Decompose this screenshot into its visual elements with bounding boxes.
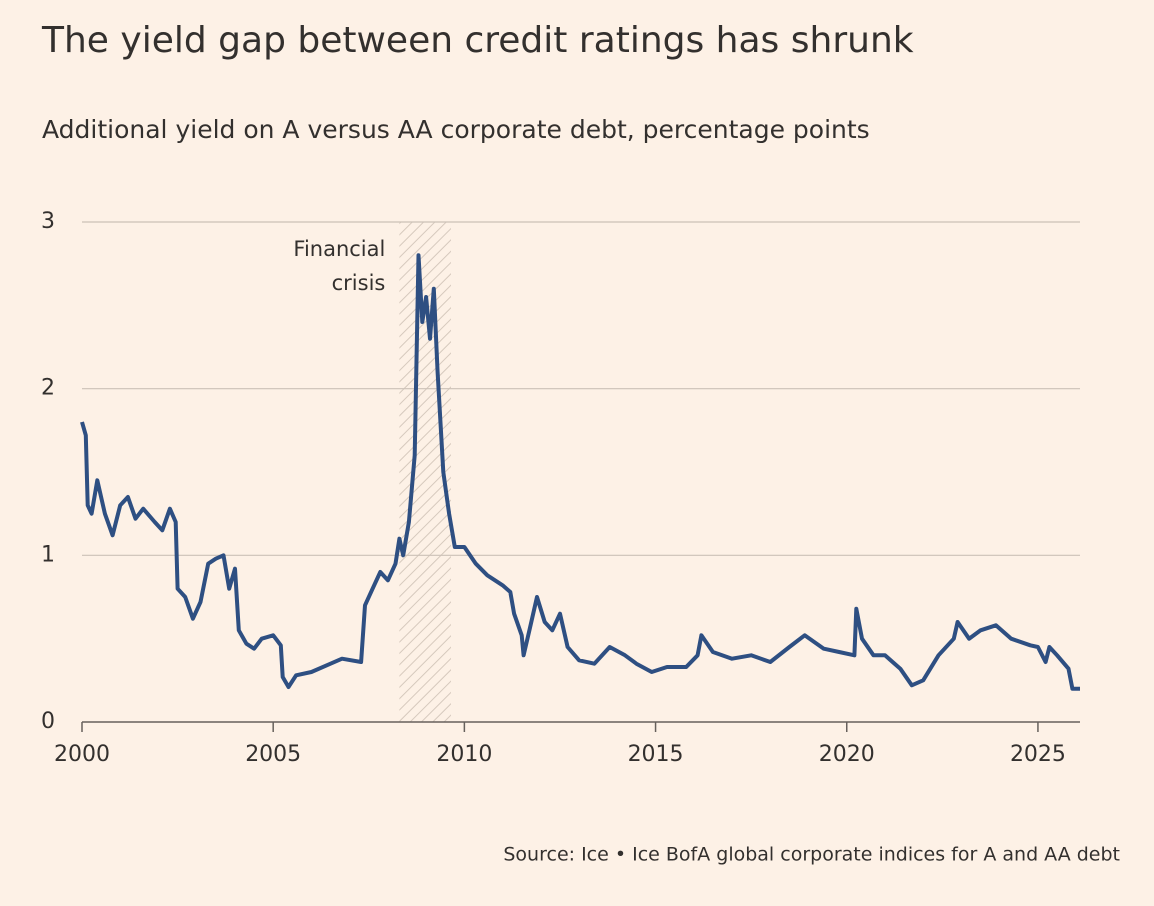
chart-subtitle: Additional yield on A versus AA corporat… bbox=[42, 115, 870, 144]
x-tick-label: 2015 bbox=[628, 742, 684, 767]
x-tick-label: 2020 bbox=[819, 742, 875, 767]
x-tick-label: 2025 bbox=[1010, 742, 1066, 767]
x-tick-label: 2005 bbox=[245, 742, 301, 767]
y-tick-label: 2 bbox=[41, 376, 55, 401]
annotation-text: crisis bbox=[332, 271, 386, 295]
source: Source: Ice • Ice BofA global corporate … bbox=[503, 844, 1120, 866]
x-tick-label: 2010 bbox=[436, 742, 492, 767]
y-tick-label: 0 bbox=[41, 709, 55, 734]
annotation-text: Financial bbox=[293, 237, 385, 261]
line-series bbox=[80, 253, 1080, 691]
y-tick-label: 3 bbox=[41, 209, 55, 234]
x-tick-label: 2000 bbox=[54, 742, 110, 767]
chart-title: The yield gap between credit ratings has… bbox=[41, 20, 914, 61]
y-tick-label: 1 bbox=[41, 542, 55, 567]
